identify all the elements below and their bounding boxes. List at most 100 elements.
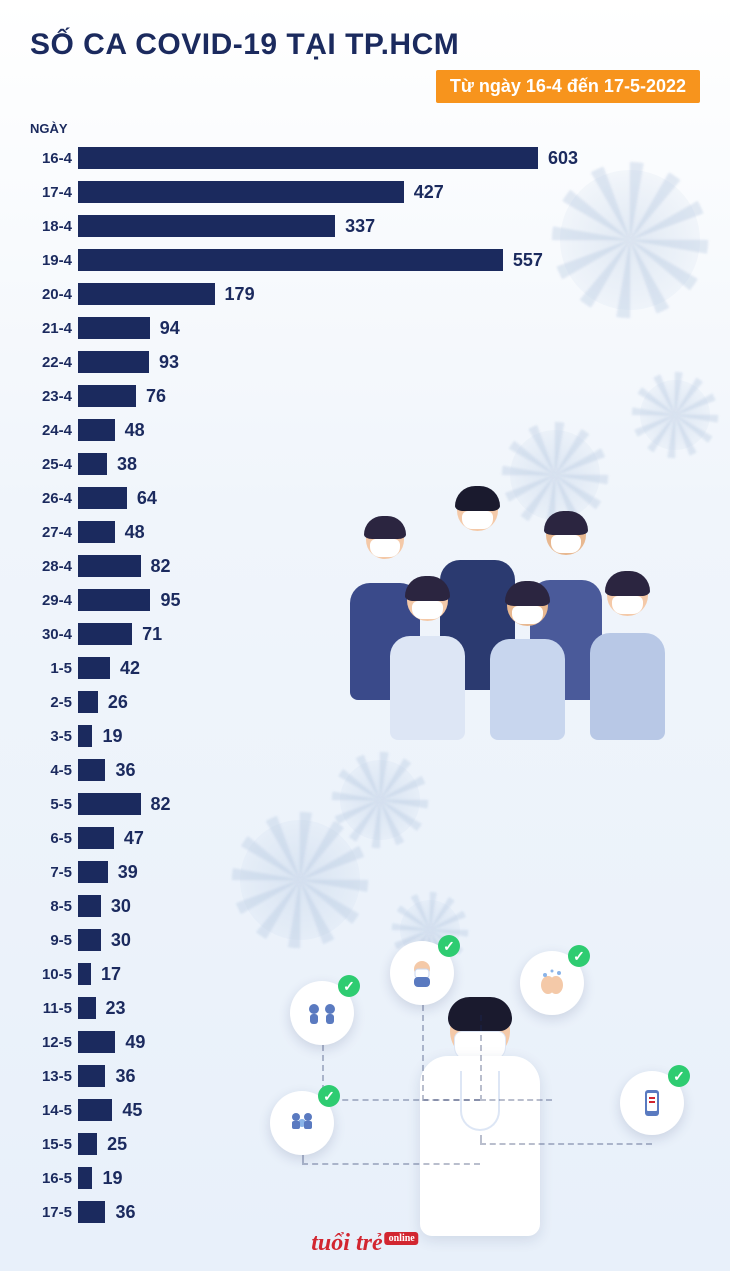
bar-area: 48 — [78, 414, 700, 446]
bar-area: 30 — [78, 924, 700, 956]
value-label: 603 — [548, 148, 578, 169]
value-label: 17 — [101, 964, 121, 985]
bar-area: 337 — [78, 210, 700, 242]
day-label: 18-4 — [30, 218, 78, 235]
bar-area: 36 — [78, 1196, 700, 1228]
chart-row: 6-547 — [30, 822, 700, 854]
bar — [78, 1031, 115, 1053]
day-label: 13-5 — [30, 1068, 78, 1085]
value-label: 39 — [118, 862, 138, 883]
bar — [78, 317, 150, 339]
source-logo: tuổi trẻonline — [311, 1230, 418, 1257]
chart-row: 18-4 337 — [30, 210, 700, 242]
bar — [78, 351, 149, 373]
value-label: 427 — [414, 182, 444, 203]
bar-area: 71 — [78, 618, 700, 650]
bar — [78, 147, 538, 169]
value-label: 94 — [160, 318, 180, 339]
day-label: 14-5 — [30, 1102, 78, 1119]
chart-row: 22-493 — [30, 346, 700, 378]
value-label: 45 — [122, 1100, 142, 1121]
value-label: 25 — [107, 1134, 127, 1155]
bar — [78, 895, 101, 917]
axis-label: NGÀY — [30, 121, 700, 136]
bar-area: 47 — [78, 822, 700, 854]
day-label: 12-5 — [30, 1034, 78, 1051]
chart-row: 3-519 — [30, 720, 700, 752]
day-label: 27-4 — [30, 524, 78, 541]
day-label: 1-5 — [30, 660, 78, 677]
day-label: 19-4 — [30, 252, 78, 269]
chart-row: 28-482 — [30, 550, 700, 582]
bar — [78, 963, 91, 985]
value-label: 71 — [142, 624, 162, 645]
bar — [78, 725, 92, 747]
bar-area: 26 — [78, 686, 700, 718]
value-label: 64 — [137, 488, 157, 509]
day-label: 9-5 — [30, 932, 78, 949]
bar — [78, 589, 150, 611]
bar-area: 49 — [78, 1026, 700, 1058]
value-label: 337 — [345, 216, 375, 237]
value-label: 36 — [115, 1202, 135, 1223]
chart-row: 27-448 — [30, 516, 700, 548]
bar-area: 179 — [78, 278, 700, 310]
bar-area: 93 — [78, 346, 700, 378]
day-label: 7-5 — [30, 864, 78, 881]
value-label: 30 — [111, 930, 131, 951]
value-label: 179 — [225, 284, 255, 305]
day-label: 30-4 — [30, 626, 78, 643]
bar — [78, 861, 108, 883]
bar-area: 42 — [78, 652, 700, 684]
day-label: 11-5 — [30, 1000, 78, 1017]
value-label: 30 — [111, 896, 131, 917]
bar — [78, 249, 503, 271]
day-label: 15-5 — [30, 1136, 78, 1153]
bar-area: 30 — [78, 890, 700, 922]
bar — [78, 487, 127, 509]
bar-area: 25 — [78, 1128, 700, 1160]
chart-row: 30-4 71 — [30, 618, 700, 650]
day-label: 20-4 — [30, 286, 78, 303]
bar — [78, 555, 141, 577]
bar-area: 64 — [78, 482, 700, 514]
chart-row: 8-530 — [30, 890, 700, 922]
bar-area: 82 — [78, 550, 700, 582]
chart-row: 10-517 — [30, 958, 700, 990]
chart-row: 15-5 25 — [30, 1128, 700, 1160]
bar-area: 19 — [78, 1162, 700, 1194]
value-label: 49 — [125, 1032, 145, 1053]
bar — [78, 215, 335, 237]
day-label: 3-5 — [30, 728, 78, 745]
day-label: 29-4 — [30, 592, 78, 609]
chart-row: 17-4427 — [30, 176, 700, 208]
value-label: 82 — [151, 794, 171, 815]
bar — [78, 623, 132, 645]
bar — [78, 453, 107, 475]
value-label: 48 — [125, 420, 145, 441]
day-label: 28-4 — [30, 558, 78, 575]
bar-area: 45 — [78, 1094, 700, 1126]
bar — [78, 997, 96, 1019]
value-label: 26 — [108, 692, 128, 713]
bar — [78, 759, 105, 781]
bar — [78, 657, 110, 679]
bar — [78, 1099, 112, 1121]
value-label: 42 — [120, 658, 140, 679]
chart-row: 17-5 36 — [30, 1196, 700, 1228]
bar-area: 23 — [78, 992, 700, 1024]
value-label: 93 — [159, 352, 179, 373]
value-label: 23 — [106, 998, 126, 1019]
bar — [78, 1133, 97, 1155]
day-label: 17-5 — [30, 1204, 78, 1221]
chart-row: 26-4 64 — [30, 482, 700, 514]
day-label: 6-5 — [30, 830, 78, 847]
chart-row: 29-495 — [30, 584, 700, 616]
value-label: 76 — [146, 386, 166, 407]
bar-area: 603 — [78, 142, 700, 174]
bar — [78, 181, 404, 203]
day-label: 26-4 — [30, 490, 78, 507]
bar — [78, 385, 136, 407]
bar-area: 94 — [78, 312, 700, 344]
bar-area: 48 — [78, 516, 700, 548]
